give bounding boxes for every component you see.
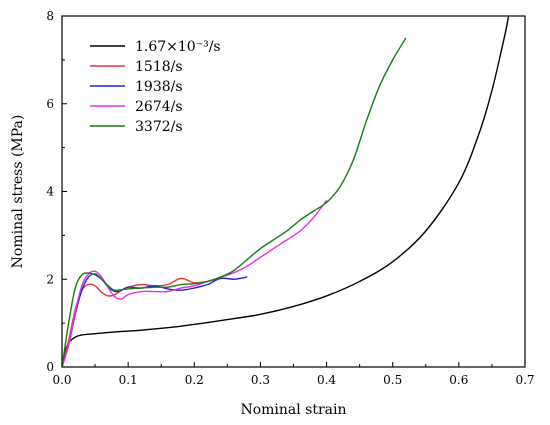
legend-label: 1938/s: [135, 79, 183, 95]
x-tick-label: 0.5: [383, 373, 402, 387]
legend-label: 3372/s: [135, 119, 183, 135]
series-line-4: [62, 199, 328, 367]
series-line-3: [62, 273, 248, 367]
series-line-1: [62, 16, 510, 367]
axis-layer: 0.0 0.1 0.2 0.3 0.4 0.5 0.6 0.7 0 2 4 6 8: [46, 9, 534, 387]
y-tick-label: 2: [46, 272, 54, 286]
x-tick-label: 0.1: [119, 373, 138, 387]
x-tick-label: 0.0: [52, 373, 71, 387]
x-tick-label: 0.2: [185, 373, 204, 387]
x-tick-label: 0.6: [449, 373, 468, 387]
plot-area: [61, 15, 526, 368]
y-tick-label: 6: [46, 97, 54, 111]
legend-label: 1518/s: [135, 59, 183, 75]
legend-label: 2674/s: [135, 99, 183, 115]
series-layer: [62, 16, 510, 367]
x-axis-title: Nominal strain: [240, 402, 346, 418]
x-tick-label: 0.4: [317, 373, 336, 387]
y-axis-title: Nominal stress (MPa): [10, 115, 26, 269]
plot-frame: [61, 15, 526, 368]
series-line-5: [62, 37, 407, 367]
y-tick-label: 0: [46, 360, 54, 374]
y-tick-label: 8: [46, 9, 54, 23]
x-tick-label: 0.3: [251, 373, 270, 387]
x-tick-label: 0.7: [515, 373, 534, 387]
legend: 1.67×10⁻³/s 1518/s 1938/s 2674/s 3372/s: [90, 39, 221, 135]
legend-label: 1.67×10⁻³/s: [135, 39, 221, 55]
y-tick-label: 4: [46, 185, 54, 199]
